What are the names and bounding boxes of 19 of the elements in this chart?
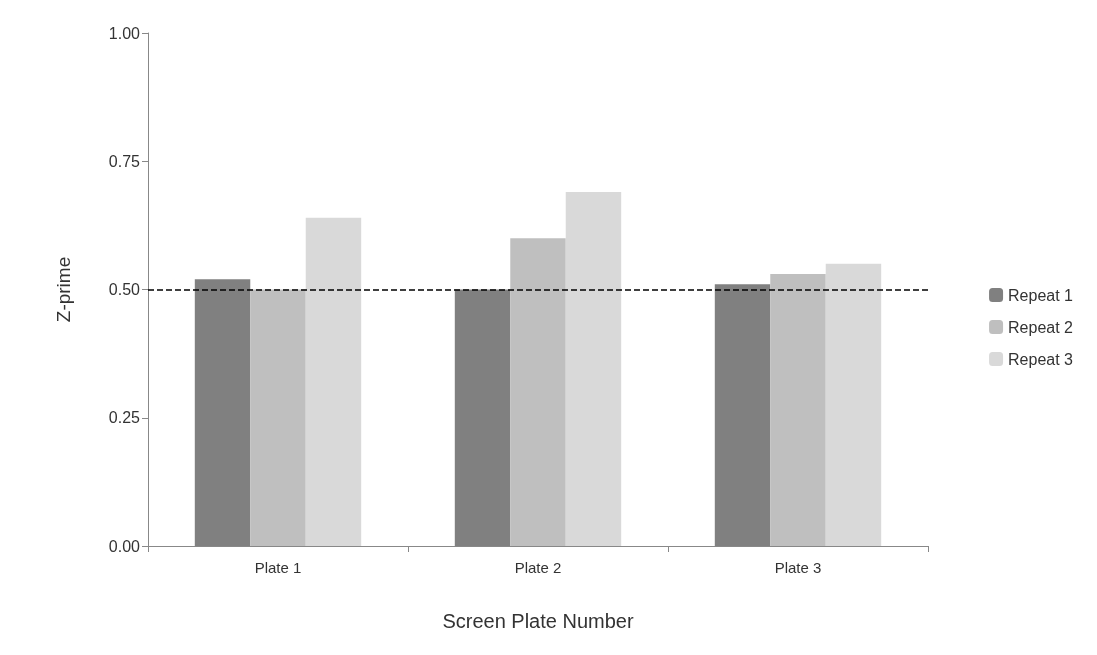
bar <box>770 274 826 546</box>
y-tick-label: 0.00 <box>108 537 141 555</box>
y-tick-label: 1.00 <box>108 24 141 42</box>
bar <box>250 289 306 546</box>
legend-label: Repeat 3 <box>1008 350 1074 368</box>
x-tick-label: Plate 2 <box>514 559 562 576</box>
bar <box>565 192 622 546</box>
bar <box>305 217 362 546</box>
y-tick-label: 0.75 <box>108 152 141 170</box>
x-tick-label: Plate 3 <box>774 559 822 576</box>
legend-label: Repeat 2 <box>1008 318 1074 336</box>
x-tick-label: Plate 1 <box>254 559 302 576</box>
y-tick-label: 0.50 <box>108 281 141 298</box>
y-tick-label: 0.25 <box>108 409 141 427</box>
legend-label: Repeat 1 <box>1008 286 1074 304</box>
x-axis-title: Screen Plate Number <box>442 610 634 632</box>
y-axis-title: Z-prime <box>53 256 74 323</box>
bar <box>510 238 566 546</box>
bar <box>825 263 882 546</box>
